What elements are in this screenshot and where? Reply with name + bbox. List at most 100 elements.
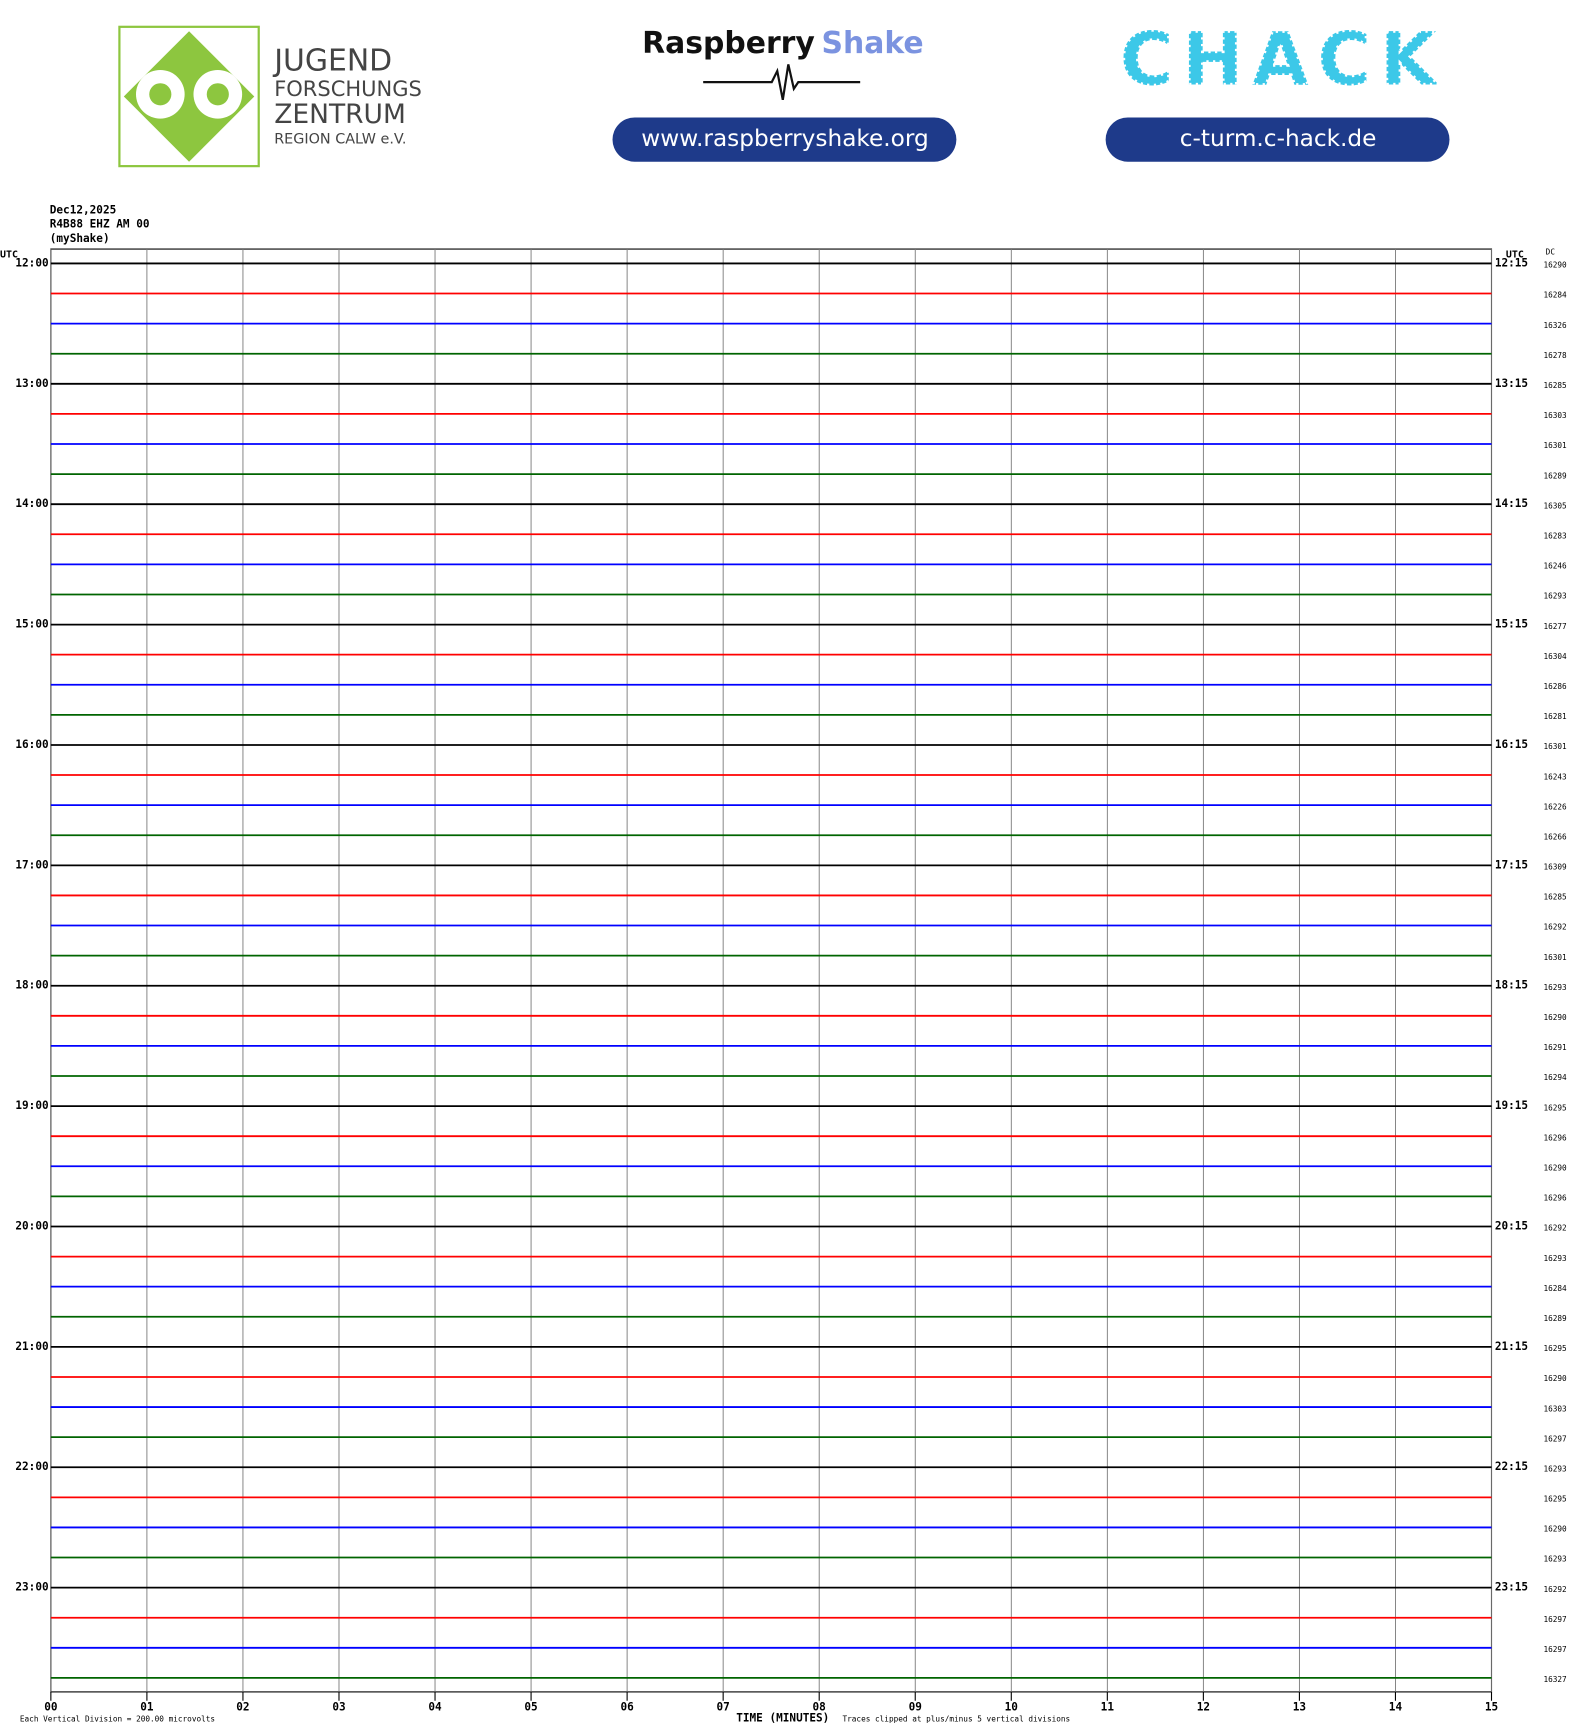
rs-logo: Shake xyxy=(821,26,923,61)
x-tick-label: 05 xyxy=(524,1700,537,1713)
row-label: 21:15 xyxy=(1495,1340,1528,1353)
unit: UTC xyxy=(1506,250,1524,261)
dc-value: 16292 xyxy=(1543,1585,1566,1594)
x-tick-label: 04 xyxy=(428,1700,442,1713)
logo-text: REGION CALW e.V. xyxy=(274,132,406,148)
dc-value: 16290 xyxy=(1543,1164,1567,1173)
dc-value: 16326 xyxy=(1543,321,1567,330)
dc-value: 16226 xyxy=(1543,802,1567,811)
row-label: 20:00 xyxy=(15,1219,48,1232)
url-pill xyxy=(612,117,957,162)
dc-value: 16297 xyxy=(1543,1434,1567,1443)
row-label: 13:15 xyxy=(1495,377,1528,390)
dc-value: 16278 xyxy=(1543,351,1567,360)
dc-value: 16296 xyxy=(1543,1194,1567,1203)
dc-value: 16286 xyxy=(1543,682,1567,691)
info: Dec12,2025 xyxy=(50,203,117,216)
x-tick-label: 13 xyxy=(1293,1700,1306,1713)
row-label: 15:15 xyxy=(1495,618,1528,631)
dc-value: 16284 xyxy=(1543,1284,1567,1293)
dc-value: 16266 xyxy=(1543,832,1567,841)
note: Each Vertical Division = 200.00 microvol… xyxy=(20,1715,215,1724)
dc-value: 16297 xyxy=(1543,1645,1567,1654)
x-tick-label: 01 xyxy=(140,1700,154,1713)
dc-value: 16281 xyxy=(1543,712,1567,721)
dc-value: 16309 xyxy=(1543,863,1567,872)
row-label: 14:15 xyxy=(1495,497,1528,510)
dc-value: 16290 xyxy=(1543,1013,1567,1022)
dc-value: 16294 xyxy=(1543,1073,1567,1082)
row-label: 16:15 xyxy=(1495,738,1528,751)
dc-value: 16303 xyxy=(1543,1404,1567,1413)
dc-value: 16284 xyxy=(1543,291,1567,300)
dc-value: 16301 xyxy=(1543,953,1567,962)
dc-value: 16295 xyxy=(1543,1344,1567,1353)
dc-value: 16285 xyxy=(1543,381,1567,390)
unit: UTC xyxy=(0,250,18,261)
url: c-turm.c-hack.de xyxy=(1180,125,1377,152)
owl-pupil xyxy=(206,83,229,106)
dc-value: 16290 xyxy=(1543,261,1567,270)
dc-value: 16293 xyxy=(1543,1464,1567,1473)
x-tick-label: 07 xyxy=(717,1700,730,1713)
dc-value: 16296 xyxy=(1543,1133,1567,1142)
owl-pupil xyxy=(149,83,172,106)
url: www.raspberryshake.org xyxy=(641,125,928,152)
logo-text: ZENTRUM xyxy=(274,99,406,130)
x-tick-label: 06 xyxy=(620,1700,634,1713)
dc-value: 16285 xyxy=(1543,893,1567,902)
dc-value: 16289 xyxy=(1543,1314,1567,1323)
row-label: 22:15 xyxy=(1495,1460,1528,1473)
row-label: 12:15 xyxy=(1495,256,1528,269)
x-tick-label: 02 xyxy=(236,1700,249,1713)
row-label: 22:00 xyxy=(15,1460,48,1473)
logo-text: FORSCHUNGS xyxy=(274,77,422,101)
x-tick-label: 00 xyxy=(44,1700,57,1713)
x-tick-label: 03 xyxy=(332,1700,345,1713)
dc-value: 16243 xyxy=(1543,772,1567,781)
info: (myShake) xyxy=(50,232,110,245)
rs-wave xyxy=(703,64,861,101)
dc-value: 16290 xyxy=(1543,1374,1567,1383)
jfz-logo: JUGEND FORSCHUNGS ZENTRUM REGION CALW e.… xyxy=(118,25,422,168)
x-tick-label: 09 xyxy=(909,1700,922,1713)
dc-value: 16293 xyxy=(1543,1555,1567,1564)
row-label: 13:00 xyxy=(15,377,48,390)
plot-frame xyxy=(50,248,1493,1693)
dc-value: 16295 xyxy=(1543,1495,1567,1504)
row-label: 16:00 xyxy=(15,738,48,751)
row-label: 19:15 xyxy=(1495,1099,1528,1112)
row-label: 19:00 xyxy=(15,1099,48,1112)
dc-value: 16327 xyxy=(1543,1675,1567,1684)
row-label: 21:00 xyxy=(15,1340,48,1353)
dc-value: 16297 xyxy=(1543,1615,1567,1624)
row-label: 23:00 xyxy=(15,1581,48,1594)
dc-value: 16293 xyxy=(1543,983,1567,992)
dc-value: 16246 xyxy=(1543,562,1567,571)
dc-value: 16289 xyxy=(1543,471,1567,480)
dc-value: 16290 xyxy=(1543,1525,1567,1534)
chack-logo: CHACK xyxy=(1120,17,1445,102)
x-tick-label: 14 xyxy=(1389,1700,1403,1713)
dc-value: 16292 xyxy=(1543,1224,1566,1233)
dc-value: 16293 xyxy=(1543,592,1567,601)
x-tick-label: 12 xyxy=(1197,1700,1210,1713)
dc-value: 16292 xyxy=(1543,923,1566,932)
row-label: 17:00 xyxy=(15,858,48,871)
dc-value: 16301 xyxy=(1543,441,1567,450)
dc-value: 16305 xyxy=(1543,501,1567,510)
x-tick-label: 11 xyxy=(1101,1700,1115,1713)
row-label: 20:15 xyxy=(1495,1219,1528,1232)
x-label: TIME (MINUTES) xyxy=(736,1711,829,1724)
x-tick-label: 10 xyxy=(1005,1700,1018,1713)
dc-header: DC xyxy=(1546,247,1556,256)
row-label: 14:00 xyxy=(15,497,48,510)
row-label: 23:15 xyxy=(1495,1581,1528,1594)
info: R4B88 EHZ AM 00 xyxy=(50,218,150,231)
dc-value: 16301 xyxy=(1543,742,1567,751)
row-label: 12:00 xyxy=(15,256,48,269)
note: Traces clipped at plus/minus 5 vertical … xyxy=(842,1715,1070,1724)
dc-value: 16295 xyxy=(1543,1103,1567,1112)
rs-logo: Raspberry xyxy=(642,26,815,61)
